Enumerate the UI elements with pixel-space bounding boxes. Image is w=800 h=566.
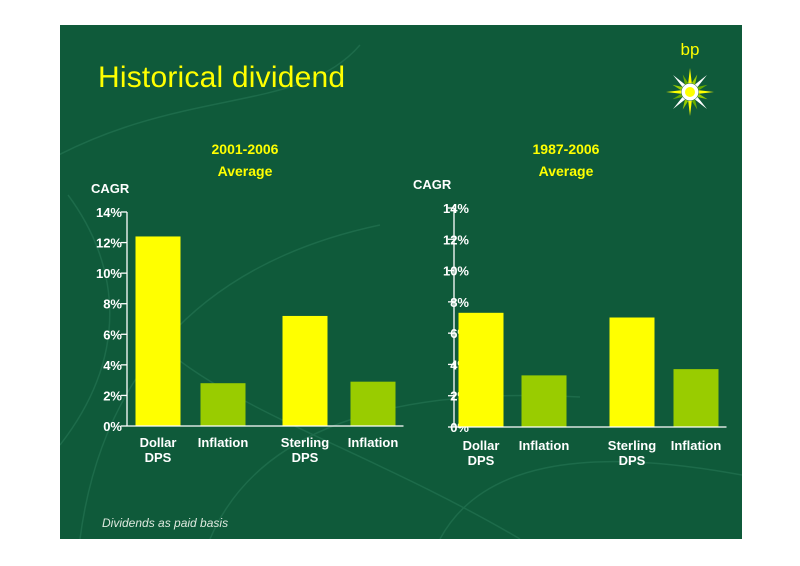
bar: [521, 375, 567, 427]
y-tick-label: 12%: [443, 232, 469, 247]
category-label: Dollar DPS: [140, 435, 177, 465]
helios-ray: [688, 68, 692, 84]
chart-1987-2006: 1987-2006 Average CAGR 0%2%4%6%8%10%12%1…: [413, 141, 727, 468]
page-title: Historical dividend: [98, 61, 346, 94]
category-label: Inflation: [198, 435, 249, 450]
chart-title-line: 1987-2006: [533, 141, 600, 157]
bar: [200, 383, 246, 426]
category-label: Sterling DPS: [281, 435, 329, 465]
y-axis-label: CAGR: [91, 181, 130, 196]
y-tick-label: 10%: [443, 264, 469, 279]
bar: [282, 315, 328, 426]
chart-title-line: 2001-2006: [212, 141, 279, 157]
category-label: Inflation: [348, 435, 399, 450]
slide: Historical dividend bp 2001-2006 Average…: [60, 25, 742, 539]
category-label: Dollar DPS: [463, 438, 500, 468]
helios-ray: [691, 99, 698, 110]
bar: [609, 317, 655, 427]
helios-ray: [682, 99, 689, 110]
helios-ray: [673, 75, 686, 88]
helios-ray: [691, 74, 698, 85]
y-tick-label: 6%: [103, 327, 122, 342]
helios-ray: [673, 96, 686, 109]
helios-ray: [682, 74, 689, 85]
y-tick-label: 12%: [96, 236, 122, 251]
y-tick-label: 0%: [103, 419, 122, 434]
y-tick-label: 2%: [103, 388, 122, 403]
footnote: Dividends as paid basis: [102, 516, 229, 530]
chart-title-line: Average: [539, 163, 594, 179]
helios-ray: [688, 100, 692, 116]
y-tick-label: 4%: [103, 358, 122, 373]
chart-2001-2006: 2001-2006 Average CAGR 0% 2% 4% 6% 8% 10% 12% 1…: [91, 141, 404, 465]
bar: [673, 369, 719, 427]
y-tick-label: 14%: [443, 201, 469, 216]
bp-logo-text: bp: [680, 40, 700, 59]
y-tick-label: 8%: [450, 295, 469, 310]
category-label: Inflation: [519, 438, 570, 453]
helios-ray: [697, 84, 708, 91]
helios-ray: [694, 96, 707, 109]
y-tick-label: 10%: [96, 266, 122, 281]
y-axis-label: CAGR: [413, 177, 452, 192]
bar: [135, 236, 181, 426]
helios-ray: [698, 90, 714, 94]
helios-icon: [666, 68, 714, 116]
y-tick-label: 8%: [103, 297, 122, 312]
bar: [350, 381, 396, 426]
helios-ray: [672, 93, 683, 100]
y-tick-label: 14%: [96, 205, 122, 220]
helios-ray: [666, 90, 682, 94]
bp-logo: bp: [660, 40, 720, 132]
chart-title-line: Average: [218, 163, 273, 179]
helios-ray: [694, 75, 707, 88]
bar: [458, 312, 504, 427]
category-label: Sterling DPS: [608, 438, 656, 468]
category-label: Inflation: [671, 438, 722, 453]
helios-ray: [672, 84, 683, 91]
helios-ray: [697, 93, 708, 100]
